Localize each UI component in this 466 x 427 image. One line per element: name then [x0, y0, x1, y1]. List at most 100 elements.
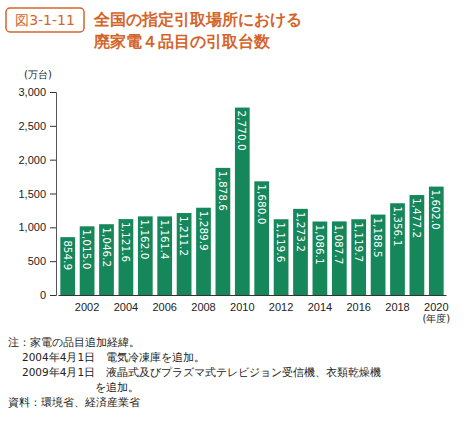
- data-label: 1,602.0: [430, 190, 442, 230]
- x-axis: 2002 2004 2006 2008 2010 2012 2014 2016 2018 2020: [59, 296, 449, 313]
- x-tick: 2018: [385, 301, 409, 313]
- y-tick-mark: [50, 92, 56, 93]
- y-tick: 1,000: [18, 221, 56, 233]
- bars: [60, 108, 443, 295]
- x-tick-label: 2012: [269, 301, 293, 313]
- y-tick-label: 3,000: [18, 86, 46, 98]
- bar: [313, 222, 328, 295]
- x-tick: 2014: [308, 301, 332, 313]
- bar: [410, 195, 425, 295]
- bar: [60, 237, 75, 295]
- data-label: 1,477.2: [411, 198, 423, 238]
- data-label: 1,356.1: [392, 206, 404, 246]
- bar: [390, 203, 405, 295]
- bar: [80, 226, 95, 295]
- bar: [119, 219, 134, 295]
- y-tick-label: 1,500: [18, 188, 46, 200]
- note: を追加。: [95, 381, 139, 393]
- x-tick-label: 2004: [114, 301, 138, 313]
- bar: [351, 219, 366, 295]
- x-tick: 2010: [230, 301, 254, 313]
- data-label: 1,086.1: [314, 225, 326, 265]
- x-tick-label: 2014: [308, 301, 332, 313]
- data-label: 1,161.4: [159, 219, 171, 259]
- x-tick-label: 2002: [75, 301, 99, 313]
- bar: [274, 219, 289, 295]
- bar: [429, 187, 444, 295]
- x-tick: 2008: [191, 301, 215, 313]
- data-label: 1,119.6: [275, 222, 287, 262]
- data-label: 1,680.0: [256, 184, 268, 224]
- x-tick: 2006: [152, 301, 176, 313]
- title: 全国の指定引取場所における: [93, 11, 302, 29]
- y-tick-label: 1,000: [18, 221, 46, 233]
- y-axis-line: [50, 93, 57, 296]
- bar: [99, 224, 114, 295]
- data-label: 1,273.2: [295, 212, 307, 252]
- y-tick-label: 0: [40, 289, 46, 301]
- y-tick: 500: [28, 255, 56, 267]
- y-tick-mark: [50, 194, 56, 195]
- x-tick-label: 2010: [230, 301, 254, 313]
- y-tick-mark: [50, 295, 56, 296]
- x-tick: 2016: [346, 301, 370, 313]
- figure-label-group: 図3-1-11: [6, 8, 84, 32]
- bar: [254, 181, 269, 295]
- note: 2009年4月1日 液晶式及びプラズマ式テレビジョン受信機、衣類乾燥機: [22, 366, 381, 378]
- data-label: 1,211.2: [178, 216, 190, 256]
- x-tick: 2002: [75, 301, 99, 313]
- bar: [216, 168, 231, 295]
- x-tick: 2012: [269, 301, 293, 313]
- x-tick: 2020: [424, 301, 448, 313]
- x-axis-line: [59, 295, 447, 296]
- figure-label: 図3-1-11: [15, 12, 75, 28]
- y-tick: 2,500: [18, 120, 56, 132]
- y-tick: 0: [40, 289, 56, 301]
- source: 資料：環境省、経済産業省: [8, 396, 140, 408]
- data-label: 854.9: [62, 240, 74, 270]
- bar: [157, 216, 172, 295]
- x-tick: 2004: [114, 301, 138, 313]
- y-tick: 3,000: [18, 86, 56, 98]
- x-tick-label: 2018: [385, 301, 409, 313]
- x-tick-label: 2016: [346, 301, 370, 313]
- y-tick: 2,000: [18, 154, 56, 166]
- data-label: 1,087.7: [333, 224, 345, 264]
- x-tick-label: 2020: [424, 301, 448, 313]
- x-axis-title: (年度): [422, 313, 450, 324]
- bar: [196, 208, 211, 295]
- data-labels: 854.9 1,015.0 1,046.2 1,121.6 1,162.0 1,161.4…: [62, 111, 443, 271]
- bar: [371, 215, 386, 295]
- x-tick-label: 2008: [191, 301, 215, 313]
- data-label: 1,015.0: [81, 229, 93, 269]
- note: 2004年4月1日 電気冷凍庫を追加。: [22, 351, 205, 363]
- y-tick-label: 2,000: [18, 154, 46, 166]
- bar: [177, 213, 192, 295]
- data-label: 2,770.0: [236, 111, 248, 151]
- data-label: 1,289.9: [198, 211, 210, 251]
- data-label: 1,046.2: [101, 227, 113, 267]
- data-label: 1,188.5: [372, 218, 384, 258]
- data-label: 1,119.7: [353, 222, 365, 262]
- y-tick-mark: [50, 160, 56, 161]
- bar: [293, 209, 308, 295]
- y-tick-label: 2,500: [18, 120, 46, 132]
- note: 注：家電の品目追加経緯。: [8, 336, 140, 348]
- data-label: 1,162.0: [139, 219, 151, 259]
- x-tick-label: 2006: [152, 301, 176, 313]
- figure-label-box: [6, 8, 84, 32]
- bar: [332, 221, 347, 295]
- y-tick-label: 500: [28, 255, 46, 267]
- chart: 図3-1-11全国の指定引取場所における廃家電４品目の引取台数05001,000…: [0, 0, 466, 427]
- data-label: 1,878.6: [217, 171, 229, 211]
- bar: [235, 108, 250, 295]
- y-tick-mark: [50, 126, 56, 127]
- y-tick-mark: [50, 227, 56, 228]
- data-label: 1,121.6: [120, 222, 132, 262]
- bar: [138, 216, 153, 295]
- y-axis-title: (万台): [24, 69, 52, 80]
- notes: 注：家電の品目追加経緯。 2004年4月1日 電気冷凍庫を追加。 2009年4月1日…: [8, 336, 381, 393]
- y-axis: 0 500 1,000 1,500 2,000 2,500 3,000: [18, 86, 56, 301]
- y-tick-mark: [50, 261, 56, 262]
- y-tick: 1,500: [18, 188, 56, 200]
